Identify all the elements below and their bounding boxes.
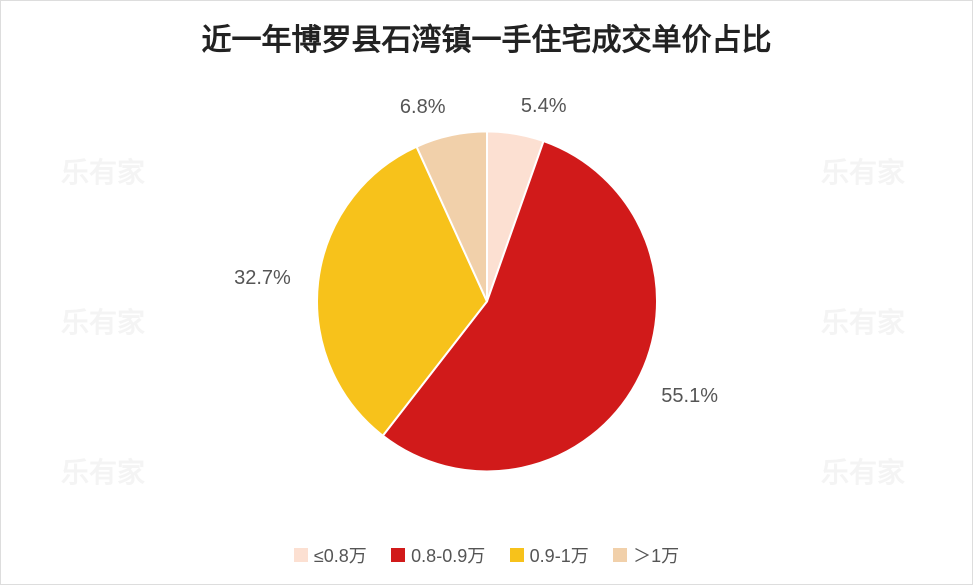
- legend-item-1: 0.8-0.9万: [391, 542, 485, 568]
- pie-chart: [277, 91, 697, 511]
- slice-label-1: 55.1%: [661, 385, 741, 408]
- legend-swatch-1: [391, 548, 405, 562]
- watermark: 乐有家: [821, 151, 905, 191]
- legend-label-1: 0.8-0.9万: [411, 542, 485, 568]
- legend-label-0: ≤0.8万: [314, 542, 367, 568]
- watermark: 乐有家: [821, 451, 905, 491]
- legend-item-2: 0.9-1万: [510, 542, 589, 568]
- slice-label-2: 32.7%: [211, 267, 291, 290]
- legend: ≤0.8万 0.8-0.9万 0.9-1万 ＞1万: [1, 542, 972, 568]
- watermark: 乐有家: [61, 301, 145, 341]
- legend-swatch-0: [294, 548, 308, 562]
- legend-item-3: ＞1万: [613, 542, 679, 568]
- watermark: 乐有家: [61, 451, 145, 491]
- legend-swatch-2: [510, 548, 524, 562]
- watermark: 乐有家: [61, 151, 145, 191]
- slice-label-0: 5.4%: [521, 95, 601, 118]
- chart-container: 近一年博罗县石湾镇一手住宅成交单价占比 乐有家 乐有家 乐有家 乐有家 乐有家 …: [0, 0, 973, 585]
- legend-label-2: 0.9-1万: [530, 542, 589, 568]
- pie-wrap: [277, 91, 697, 511]
- watermark: 乐有家: [821, 301, 905, 341]
- legend-label-3: ＞1万: [633, 542, 679, 568]
- legend-item-0: ≤0.8万: [294, 542, 367, 568]
- chart-title: 近一年博罗县石湾镇一手住宅成交单价占比: [1, 15, 972, 59]
- slice-label-3: 6.8%: [366, 96, 446, 119]
- legend-swatch-3: [613, 548, 627, 562]
